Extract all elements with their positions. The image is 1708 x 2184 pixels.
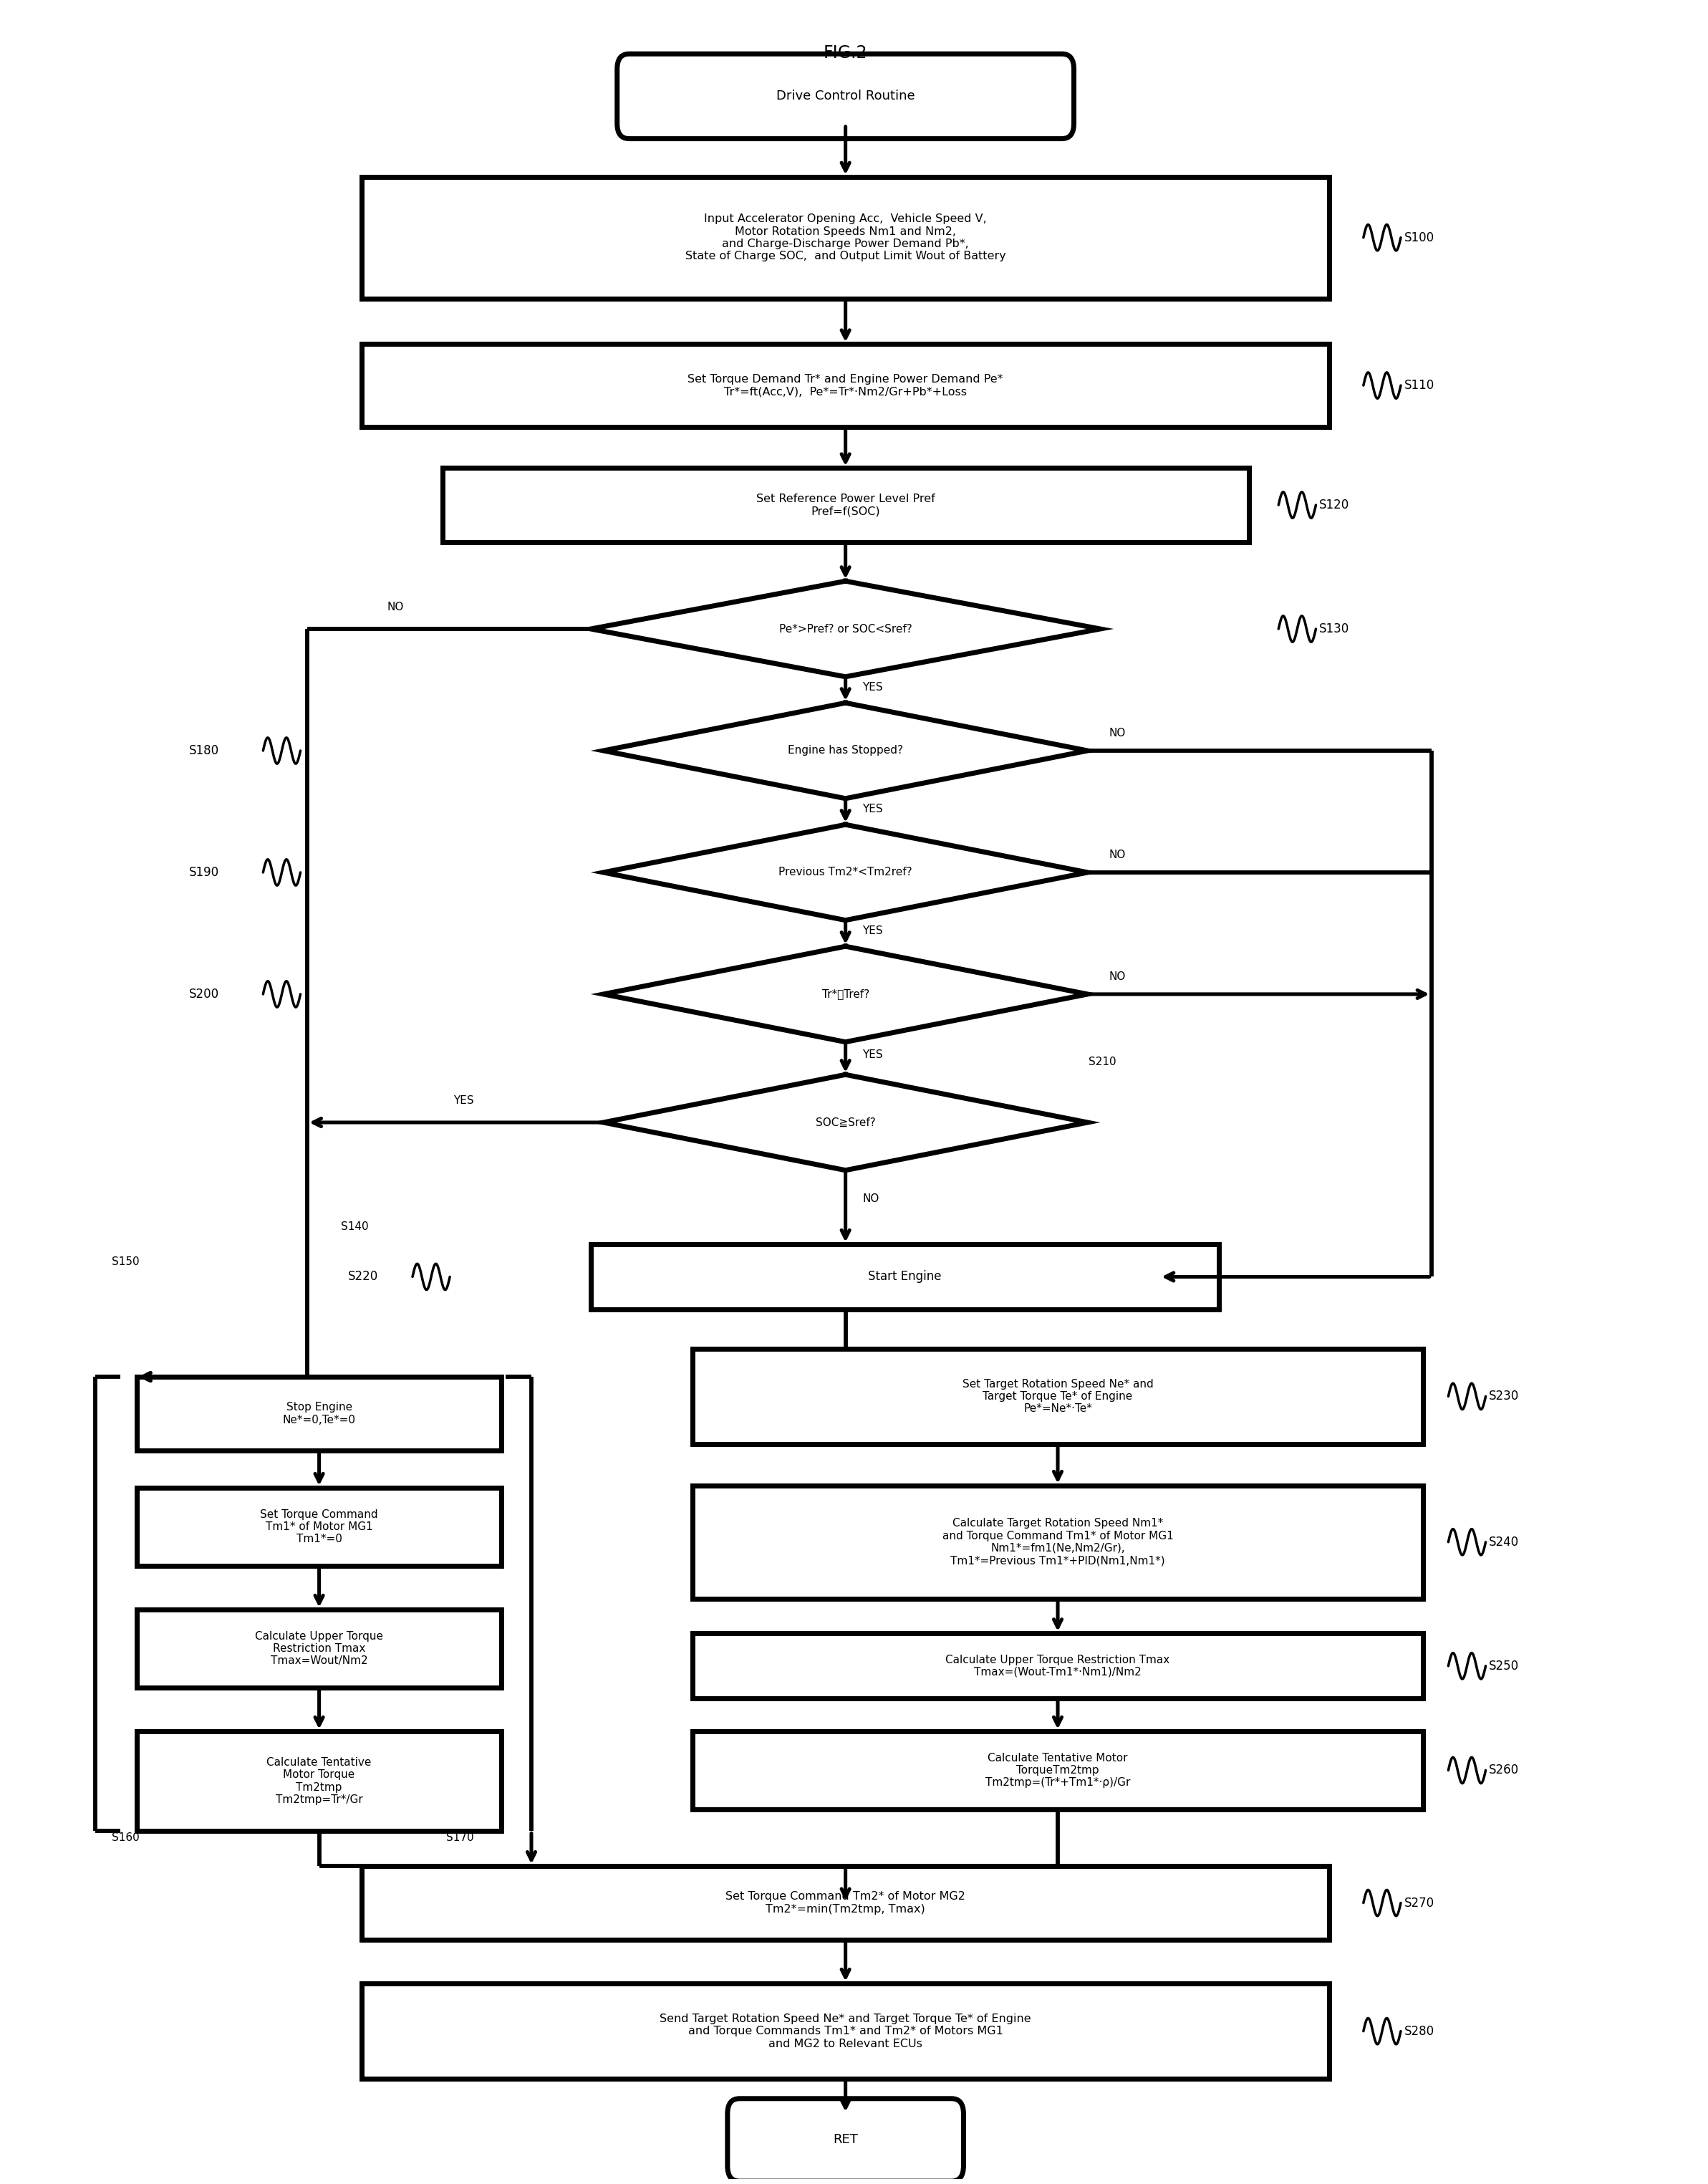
- Text: NO: NO: [1108, 727, 1126, 738]
- Text: NO: NO: [863, 1192, 880, 1203]
- Text: Drive Control Routine: Drive Control Routine: [775, 90, 915, 103]
- Bar: [693, 1485, 1423, 1599]
- Text: YES: YES: [863, 804, 883, 815]
- Text: YES: YES: [863, 681, 883, 692]
- FancyBboxPatch shape: [728, 2099, 963, 2182]
- Text: Input Accelerator Opening Acc,  Vehicle Speed V,
Motor Rotation Speeds Nm1 and N: Input Accelerator Opening Acc, Vehicle S…: [685, 214, 1006, 262]
- Text: S230: S230: [1489, 1389, 1520, 1402]
- Text: S160: S160: [113, 1832, 140, 1843]
- Text: S200: S200: [190, 987, 219, 1000]
- Text: YES: YES: [863, 1051, 883, 1061]
- Bar: [693, 1348, 1423, 1444]
- Text: Set Torque Demand Tr* and Engine Power Demand Pe*
Tr*=ft(Acc,V),  Pe*=Tr*·Nm2/Gr: Set Torque Demand Tr* and Engine Power D…: [688, 373, 1003, 397]
- Text: Pe*>Pref? or SOC<Sref?: Pe*>Pref? or SOC<Sref?: [779, 625, 912, 633]
- Text: Set Torque Command
Tm1* of Motor MG1
Tm1*=0: Set Torque Command Tm1* of Motor MG1 Tm1…: [260, 1509, 377, 1544]
- Text: RET: RET: [834, 2134, 857, 2147]
- Text: S130: S130: [1319, 622, 1349, 636]
- Text: FIG.2: FIG.2: [823, 44, 868, 61]
- Bar: [137, 1487, 502, 1566]
- Text: S250: S250: [1489, 1660, 1518, 1673]
- Bar: [362, 177, 1329, 299]
- Text: YES: YES: [863, 926, 883, 937]
- Text: Start Engine: Start Engine: [868, 1271, 941, 1284]
- Text: S110: S110: [1404, 380, 1435, 391]
- Text: NO: NO: [1108, 850, 1126, 860]
- Text: Calculate Upper Torque Restriction Tmax
Tmax=(Wout-Tm1*·Nm1)/Nm2: Calculate Upper Torque Restriction Tmax …: [946, 1653, 1170, 1677]
- Text: Calculate Tentative
Motor Torque
Tm2tmp
Tm2tmp=Tr*/Gr: Calculate Tentative Motor Torque Tm2tmp …: [266, 1758, 372, 1806]
- Text: Set Target Rotation Speed Ne* and
Target Torque Te* of Engine
Pe*=Ne*·Te*: Set Target Rotation Speed Ne* and Target…: [962, 1378, 1153, 1415]
- Text: YES: YES: [453, 1096, 473, 1105]
- Text: S270: S270: [1404, 1896, 1435, 1909]
- Text: S280: S280: [1404, 2025, 1435, 2038]
- Text: Stop Engine
Ne*=0,Te*=0: Stop Engine Ne*=0,Te*=0: [282, 1402, 355, 1426]
- Text: Set Reference Power Level Pref
Pref=f(SOC): Set Reference Power Level Pref Pref=f(SO…: [757, 494, 934, 518]
- Text: Calculate Target Rotation Speed Nm1*
and Torque Command Tm1* of Motor MG1
Nm1*=f: Calculate Target Rotation Speed Nm1* and…: [943, 1518, 1173, 1566]
- Text: S170: S170: [446, 1832, 475, 1843]
- Text: S150: S150: [113, 1256, 140, 1267]
- Bar: [137, 1732, 502, 1830]
- Text: Set Torque Command Tm2* of Motor MG2
Tm2*=min(Tm2tmp, Tmax): Set Torque Command Tm2* of Motor MG2 Tm2…: [726, 1891, 965, 1915]
- Polygon shape: [603, 1075, 1088, 1171]
- Text: S220: S220: [348, 1271, 379, 1284]
- Text: S240: S240: [1489, 1535, 1518, 1548]
- Text: SOC≧Sref?: SOC≧Sref?: [815, 1116, 876, 1127]
- Polygon shape: [591, 581, 1100, 677]
- Text: Calculate Tentative Motor
TorqueTm2tmp
Tm2tmp=(Tr*+Tm1*·ρ)/Gr: Calculate Tentative Motor TorqueTm2tmp T…: [986, 1752, 1131, 1789]
- Bar: [442, 467, 1249, 542]
- Bar: [362, 1865, 1329, 1939]
- Bar: [137, 1376, 502, 1450]
- Bar: [693, 1634, 1423, 1699]
- Bar: [362, 345, 1329, 426]
- Polygon shape: [603, 946, 1088, 1042]
- Text: S180: S180: [190, 745, 219, 758]
- Text: S190: S190: [190, 867, 219, 878]
- Bar: [137, 1610, 502, 1688]
- Text: NO: NO: [388, 603, 403, 612]
- Text: Previous Tm2*<Tm2ref?: Previous Tm2*<Tm2ref?: [779, 867, 912, 878]
- Text: Engine has Stopped?: Engine has Stopped?: [787, 745, 904, 756]
- Text: S260: S260: [1489, 1765, 1518, 1778]
- Bar: [693, 1732, 1423, 1808]
- Bar: [591, 1245, 1220, 1310]
- FancyBboxPatch shape: [617, 55, 1074, 138]
- Text: S120: S120: [1319, 498, 1349, 511]
- Polygon shape: [603, 826, 1088, 919]
- Text: Tr*＜Tref?: Tr*＜Tref?: [822, 989, 869, 1000]
- Text: S210: S210: [1088, 1057, 1115, 1068]
- Text: Calculate Upper Torque
Restriction Tmax
Tmax=Wout/Nm2: Calculate Upper Torque Restriction Tmax …: [254, 1631, 383, 1666]
- Text: S100: S100: [1404, 232, 1435, 245]
- Polygon shape: [603, 703, 1088, 799]
- Text: S140: S140: [342, 1221, 369, 1232]
- Text: NO: NO: [1108, 972, 1126, 983]
- Text: Send Target Rotation Speed Ne* and Target Torque Te* of Engine
and Torque Comman: Send Target Rotation Speed Ne* and Targe…: [659, 2014, 1032, 2049]
- Bar: [362, 1983, 1329, 2079]
